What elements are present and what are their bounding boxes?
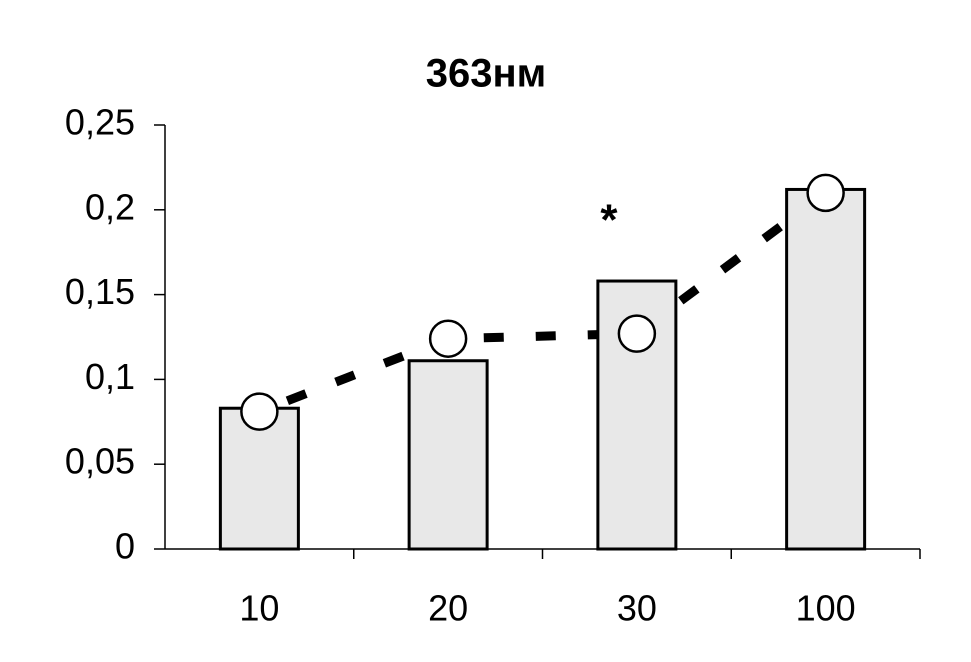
annotation: * [600,196,618,245]
y-tick-label: 0 [115,526,135,567]
line-marker [806,173,845,213]
y-tick-label: 0,15 [65,271,135,312]
chart-title: 363нм [426,52,547,96]
y-tick-label: 0,25 [65,102,135,143]
x-tick-label: 30 [617,588,657,629]
x-tick-label: 10 [239,588,279,629]
line-marker [617,314,657,353]
x-tick-label: 20 [428,588,468,629]
bar [785,187,867,551]
y-tick-label: 0,05 [65,441,135,482]
data-line [257,189,829,416]
line-marker [428,319,468,358]
y-tick-label: 0,2 [85,186,135,227]
bar [407,359,489,551]
bar [218,406,300,551]
x-tick-label: 100 [796,588,856,629]
line-marker [240,392,279,431]
y-tick-label: 0,1 [85,356,135,397]
